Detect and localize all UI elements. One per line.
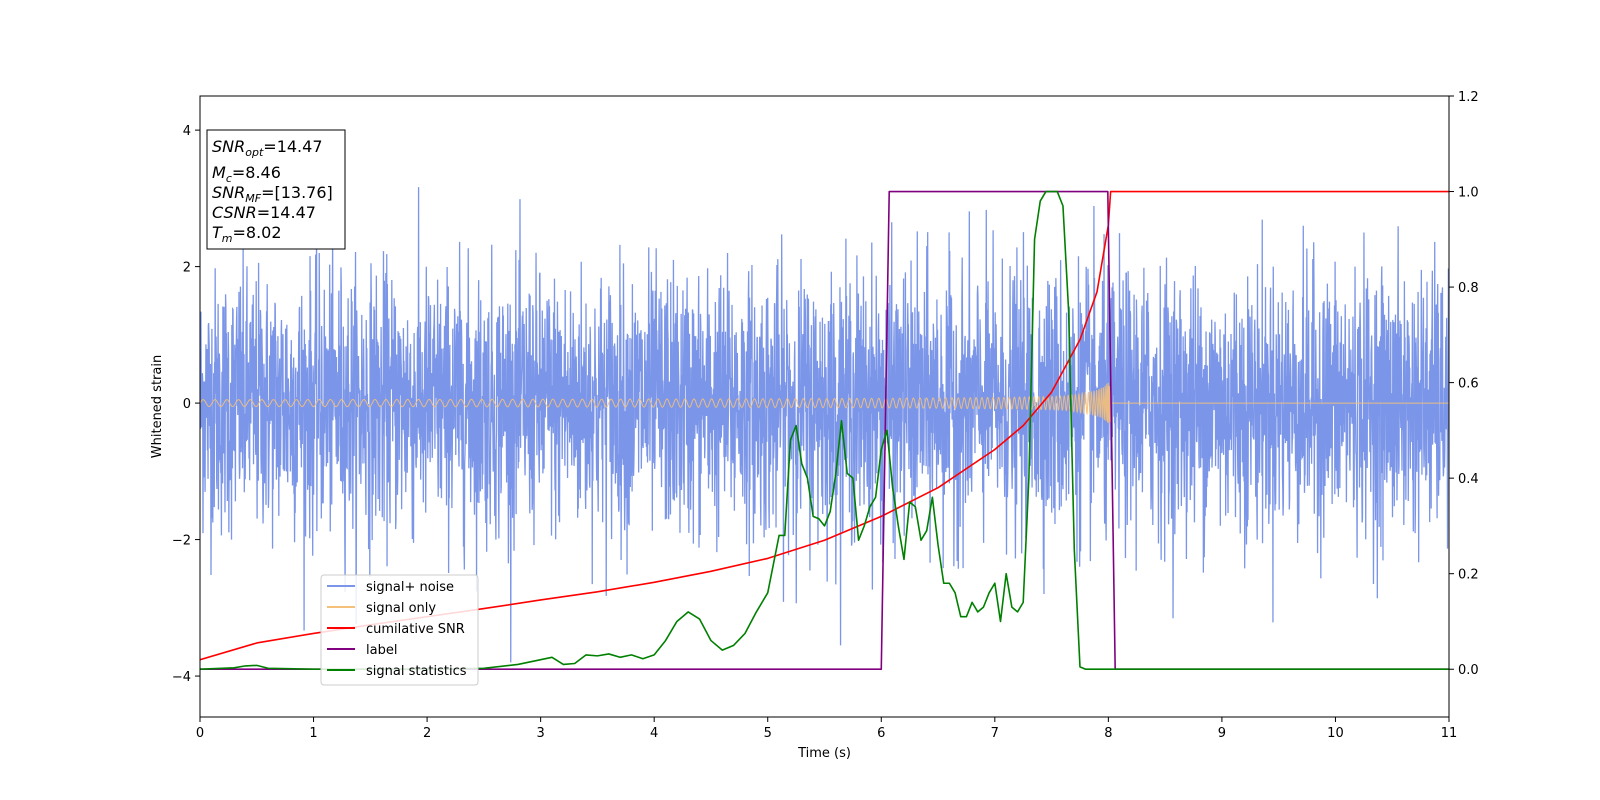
info-csnr: CSNR=14.47: [212, 203, 316, 222]
legend-label-noise: signal+ noise: [366, 580, 454, 595]
info-box: SNRopt=14.47 Mc=8.46 SNRMF=[13.76] CSNR=…: [206, 129, 346, 250]
x-tick-label: 9: [1218, 726, 1226, 741]
y-tick-label: 2: [183, 261, 191, 276]
series-signal-statistics: [200, 190, 1449, 671]
y-axis-label: Whitened strain: [150, 355, 165, 458]
legend-label-signal: signal only: [366, 601, 436, 616]
x-tick-label: 1: [309, 726, 317, 741]
info-mc: Mc=8.46: [212, 163, 281, 185]
info-tm: Tm=8.02: [212, 223, 282, 245]
y-tick-label: 0: [183, 397, 191, 412]
x-tick-label: 11: [1441, 726, 1458, 741]
plot-frame: [199, 95, 1450, 718]
y-right-tick-label: 0.0: [1458, 663, 1479, 678]
y-tick-label: −4: [172, 670, 191, 685]
info-snr-mf: SNRMF=[13.76]: [212, 183, 333, 205]
info-box-frame: [206, 129, 346, 250]
legend-label-stats: signal statistics: [366, 664, 467, 679]
legend-frame: [320, 574, 479, 686]
y-right-tick-label: 0.6: [1458, 377, 1479, 392]
legend-label-label: label: [366, 643, 397, 658]
x-tick-label: 8: [1104, 726, 1112, 741]
x-tick-label: 0: [196, 726, 204, 741]
x-tick-label: 3: [536, 726, 544, 741]
info-snr-opt: SNRopt=14.47: [212, 137, 323, 159]
legend: signal+ noise signal only cumilative SNR…: [320, 574, 479, 686]
series-signal-only: [200, 382, 1449, 424]
x-tick-label: 5: [764, 726, 772, 741]
x-tick-label: 2: [423, 726, 431, 741]
legend-label-csnr: cumilative SNR: [366, 622, 465, 637]
x-tick-label: 4: [650, 726, 658, 741]
axes-layer: 0 1 2 3 4 5 6 7 8 9 10 11 −4 −2 0 2 4 0.0 0.2 0.4 0.6 0.8 1.0 1…: [172, 90, 1479, 741]
y-right-tick-label: 0.4: [1458, 472, 1479, 487]
x-tick-label: 10: [1327, 726, 1344, 741]
y-right-tick-label: 0.8: [1458, 281, 1479, 296]
y-right-tick-label: 0.2: [1458, 568, 1479, 583]
y-right-tick-label: 1.0: [1458, 186, 1479, 201]
y-tick-label: −2: [172, 534, 191, 549]
x-tick-label: 6: [877, 726, 885, 741]
y-right-tick-label: 1.2: [1458, 90, 1479, 105]
x-tick-label: 7: [991, 726, 999, 741]
series-signal-noise: [200, 187, 1449, 663]
x-axis-label: Time (s): [797, 746, 851, 761]
y-tick-label: 4: [183, 124, 191, 139]
